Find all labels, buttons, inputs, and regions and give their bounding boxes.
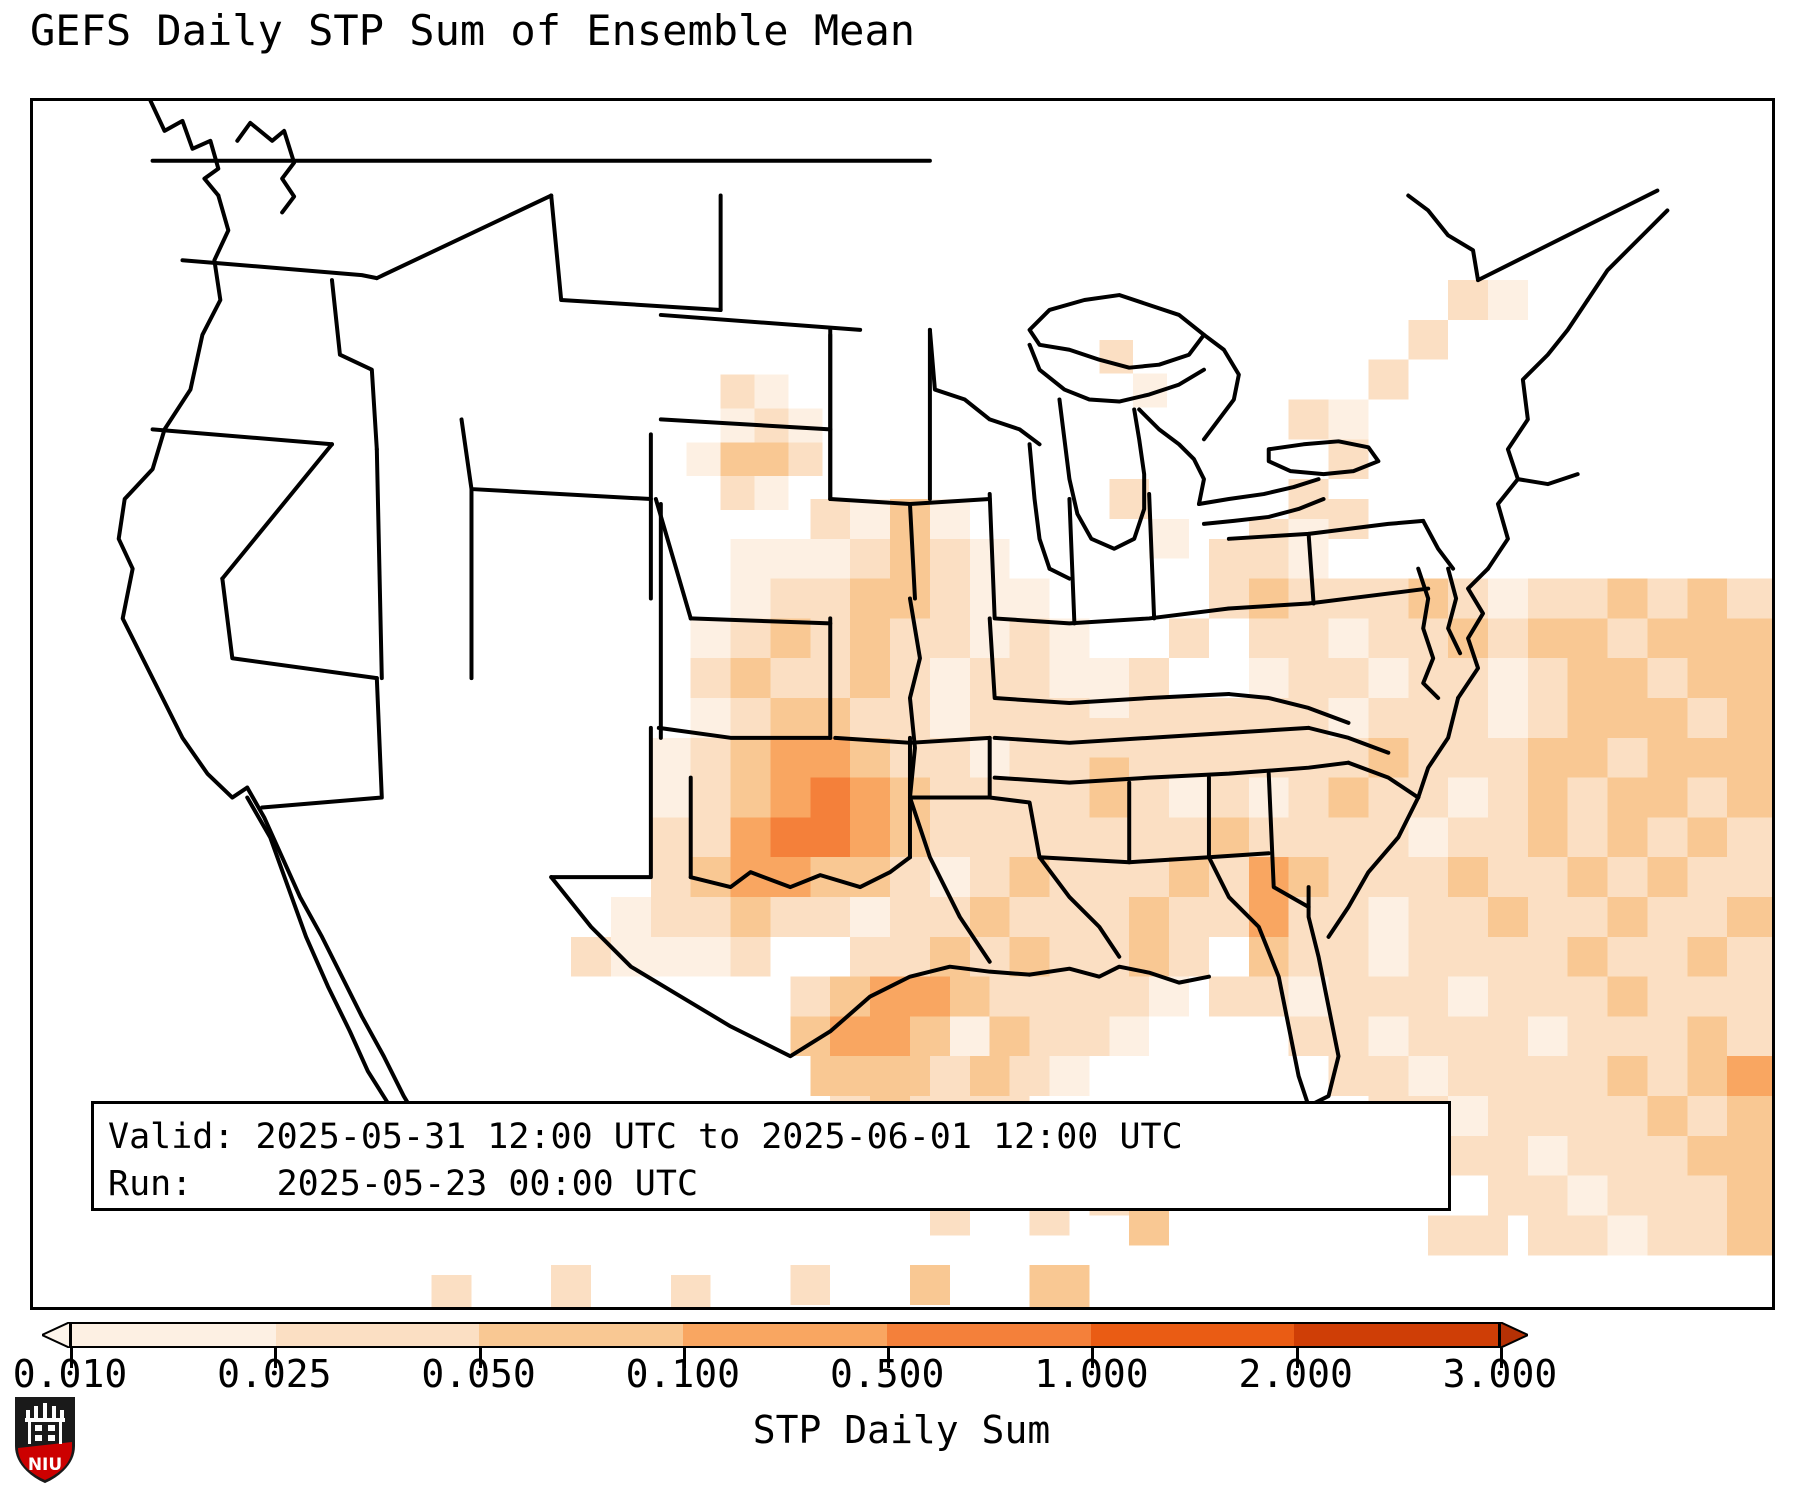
colorbar <box>0 1318 1803 1368</box>
valid-time-line: Valid: 2025-05-31 12:00 UTC to 2025-06-0… <box>108 1117 1183 1157</box>
map-canvas: Valid: 2025-05-31 12:00 UTC to 2025-06-0… <box>33 101 1772 1307</box>
niu-logo-text: NIU <box>28 1455 62 1475</box>
colorbar-tick-1 <box>274 1348 278 1368</box>
colorbar-tick-label-6: 2.000 <box>1238 1352 1353 1396</box>
colorbar-band-0 <box>72 1324 276 1346</box>
run-time-line: Run: 2025-05-23 00:00 UTC <box>108 1164 699 1204</box>
colorbar-over-arrow-icon <box>1500 1322 1528 1348</box>
colorbar-tick-label-0: 0.010 <box>12 1352 128 1396</box>
colorbar-tick-label-3: 0.100 <box>625 1352 741 1396</box>
colorbar-tick-3 <box>682 1348 686 1368</box>
colorbar-ticks <box>70 1348 1503 1370</box>
forecast-info-box: Valid: 2025-05-31 12:00 UTC to 2025-06-0… <box>91 1101 1451 1211</box>
colorbar-tick-4 <box>887 1348 891 1368</box>
colorbar-tick-7 <box>1500 1348 1503 1368</box>
colorbar-tick-5 <box>1091 1348 1095 1368</box>
colorbar-band-1 <box>275 1324 480 1346</box>
colorbar-axis-label: STP Daily Sum <box>752 1408 1051 1452</box>
colorbar-tick-label-5: 1.000 <box>1034 1352 1149 1396</box>
colorbar-band-5 <box>1090 1324 1295 1346</box>
colorbar-band-4 <box>886 1324 1091 1346</box>
colorbar-tick-0 <box>70 1348 73 1368</box>
colorbar-tick-label-7: 3.000 <box>1442 1352 1558 1396</box>
colorbar-bands <box>70 1322 1500 1348</box>
colorbar-tick-label-4: 0.500 <box>829 1352 945 1396</box>
page-title: GEFS Daily STP Sum of Ensemble Mean <box>30 6 916 55</box>
colorbar-tick-labels: 0.010 0.025 0.050 0.100 0.500 1.000 2.000 3.000 <box>0 1352 1803 1398</box>
colorbar-band-2 <box>479 1324 684 1346</box>
colorbar-band-3 <box>683 1324 887 1346</box>
colorbar-tick-6 <box>1295 1348 1299 1368</box>
stp-heatmap-layer <box>431 280 1772 1307</box>
colorbar-band-6 <box>1294 1324 1499 1346</box>
geography-outline-layer <box>116 101 1670 1128</box>
colorbar-tick-label-2: 0.050 <box>421 1352 536 1396</box>
colorbar-tick-2 <box>478 1348 482 1368</box>
niu-logo: NIU <box>15 1397 75 1484</box>
colorbar-under-arrow-icon <box>42 1322 70 1348</box>
map-panel: Valid: 2025-05-31 12:00 UTC to 2025-06-0… <box>30 98 1775 1310</box>
colorbar-tick-label-1: 0.025 <box>217 1352 332 1396</box>
